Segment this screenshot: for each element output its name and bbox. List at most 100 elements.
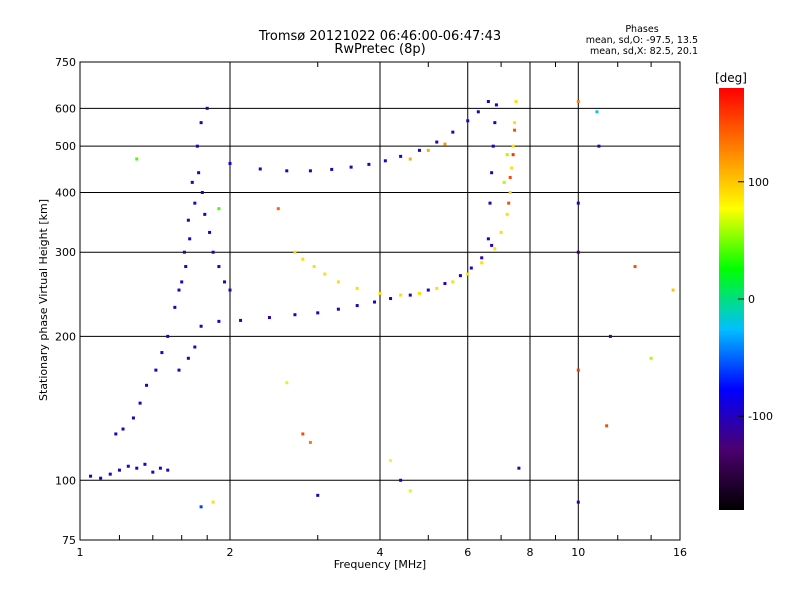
data-point <box>486 237 490 241</box>
data-point <box>349 165 353 169</box>
data-point <box>308 440 312 444</box>
data-point <box>451 280 455 284</box>
data-point <box>576 500 580 504</box>
data-point <box>126 464 130 468</box>
data-point <box>188 237 192 241</box>
data-point <box>426 288 430 292</box>
y-tick-label: 75 <box>62 534 76 547</box>
data-point <box>193 345 197 349</box>
data-point <box>502 180 506 184</box>
data-point <box>389 458 393 462</box>
data-point <box>208 230 212 234</box>
data-point <box>177 368 181 372</box>
data-point <box>671 288 675 292</box>
data-point <box>417 291 421 295</box>
data-point <box>486 100 490 104</box>
chart-title: Tromsø 20121022 06:46:00-06:47:43 <box>258 29 501 44</box>
data-point <box>508 175 512 179</box>
x-tick-label: 8 <box>527 546 534 559</box>
data-point <box>608 334 612 338</box>
x-tick-label: 2 <box>227 546 234 559</box>
y-tick-label: 300 <box>55 246 76 259</box>
data-point <box>513 128 517 132</box>
stats-title: Phases <box>625 24 658 35</box>
data-point <box>408 293 412 297</box>
data-point <box>408 489 412 493</box>
data-point <box>511 153 515 157</box>
data-point <box>490 171 494 175</box>
data-point <box>443 142 447 146</box>
data-point <box>458 274 462 278</box>
y-axis-label: Stationary phase Virtual Height [km] <box>37 199 50 401</box>
data-point <box>301 257 305 261</box>
data-point <box>480 256 484 260</box>
data-point <box>138 401 142 405</box>
colorbar-tick-label: -100 <box>748 410 773 423</box>
data-point <box>336 280 340 284</box>
data-point <box>435 140 439 144</box>
data-point <box>223 280 227 284</box>
data-point <box>488 201 492 205</box>
data-point <box>576 368 580 372</box>
colorbar-ticks: 100 0 -100 <box>738 176 773 423</box>
data-point <box>511 144 515 148</box>
data-point <box>476 110 480 114</box>
data-point <box>217 319 221 323</box>
data-points <box>89 100 675 509</box>
data-point <box>399 154 403 158</box>
data-point <box>203 212 207 216</box>
data-point <box>373 300 377 304</box>
data-point <box>490 243 494 247</box>
data-point <box>514 100 518 104</box>
data-point <box>145 383 149 387</box>
data-point <box>399 478 403 482</box>
data-point <box>417 148 421 152</box>
data-point <box>205 106 209 110</box>
data-point <box>285 381 289 385</box>
y-tick-label: 600 <box>55 102 76 115</box>
y-tick-label: 200 <box>55 330 76 343</box>
x-axis-label: Frequency [MHz] <box>334 558 426 571</box>
data-point <box>166 468 170 472</box>
data-point <box>505 153 509 157</box>
data-point <box>480 261 484 265</box>
data-point <box>158 466 162 470</box>
data-point <box>389 297 393 301</box>
data-point <box>466 119 470 123</box>
data-point <box>510 166 514 170</box>
data-point <box>633 265 637 269</box>
data-point <box>177 288 181 292</box>
data-point <box>121 427 125 431</box>
data-point <box>494 103 498 107</box>
data-point <box>211 500 215 504</box>
data-point <box>228 288 232 292</box>
data-point <box>513 121 517 125</box>
data-point <box>293 250 297 254</box>
stats-line-o: mean, sd,O: -97.5, 13.5 <box>586 35 698 46</box>
data-point <box>493 247 497 251</box>
data-point <box>469 266 473 270</box>
data-point <box>576 250 580 254</box>
data-point <box>195 144 199 148</box>
data-point <box>197 171 201 175</box>
data-point <box>190 180 194 184</box>
data-point <box>316 311 320 315</box>
data-point <box>493 121 497 125</box>
data-point <box>323 272 327 276</box>
data-point <box>108 472 112 476</box>
data-point <box>367 162 371 166</box>
data-point <box>316 493 320 497</box>
data-point <box>199 505 203 509</box>
data-point <box>451 130 455 134</box>
x-tick-label: 10 <box>571 546 585 559</box>
x-tick-label: 16 <box>673 546 687 559</box>
data-point <box>649 356 653 360</box>
colorbar-label: [deg] <box>715 71 747 85</box>
data-point <box>378 291 382 295</box>
data-point <box>491 144 495 148</box>
axis-ticks: 1 2 4 6 8 10 16 75 100 200 300 400 500 600 750 <box>55 56 687 559</box>
y-tick-label: 100 <box>55 474 76 487</box>
data-point <box>99 476 103 480</box>
y-tick-label: 400 <box>55 186 76 199</box>
